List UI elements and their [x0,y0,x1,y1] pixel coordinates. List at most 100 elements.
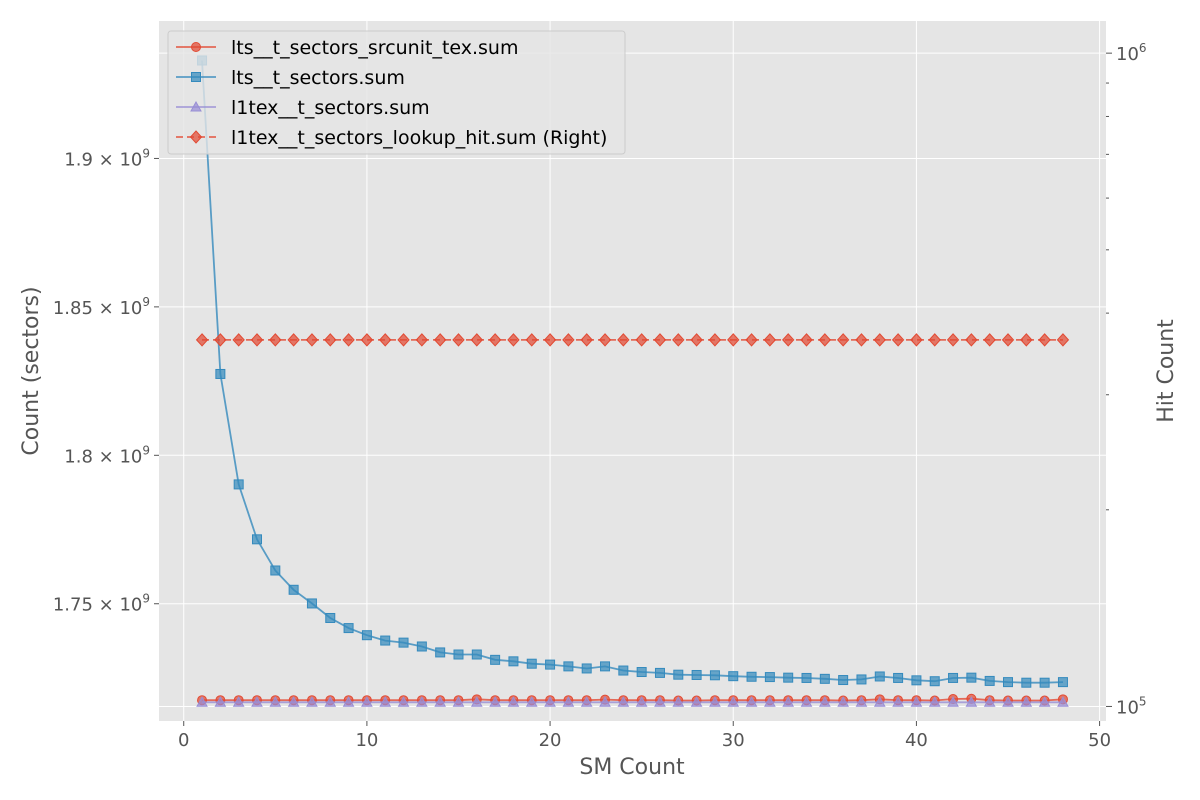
data-point [1021,677,1032,688]
data-point [562,696,575,707]
data-point [653,333,667,347]
data-point [983,696,996,707]
data-point [507,333,520,347]
data-point [416,641,427,652]
data-point [911,675,922,686]
data-point [654,667,665,678]
data-point [269,696,282,707]
data-point [580,696,593,707]
x-tick-label: 50 [1088,730,1111,751]
data-point [782,696,795,707]
data-point [801,672,812,683]
y-tick-label: 1.8 × 109 [64,443,150,467]
data-point [636,667,647,678]
data-point [1057,677,1068,688]
legend-item: l1tex__t_sectors.sum [176,97,430,119]
series-triangle [196,696,1069,707]
data-point [195,333,209,347]
y-tick-label: 1.85 × 109 [53,295,150,319]
data-point [1020,333,1033,347]
data-point [342,696,355,707]
data-point [856,674,867,685]
x-tick-label: 10 [355,730,378,751]
data-point [526,658,537,669]
x-tick-label: 30 [722,730,745,751]
data-point [690,333,703,347]
data-point [490,654,501,665]
data-point [690,696,703,707]
data-point [928,333,941,347]
data-point [306,598,317,609]
y-tick-label-base: 1.85 × 10 [53,298,143,319]
data-point [397,696,410,707]
data-point [233,479,244,490]
data-point [305,333,319,347]
legend: lts__t_sectors_srcunit_tex.sum lts__t_sec… [167,30,626,155]
y-tick-label-base: 1.9 × 10 [64,149,142,170]
data-point [984,675,995,686]
legend-label: lts__t_sectors_srcunit_tex.sum [231,37,519,59]
x-axis-label: SM Count [579,755,685,780]
data-point [580,333,593,347]
y-axis-right: 105 106 [1106,41,1147,718]
data-point [416,696,428,707]
data-point [691,669,702,680]
data-point [618,665,629,676]
legend-label: l1tex__t_sectors.sum [231,97,430,119]
y-tick-label-exponent: 9 [142,295,150,309]
data-point [507,696,520,707]
legend-item: lts__t_sectors.sum [176,67,405,89]
legend-label: lts__t_sectors.sum [231,67,405,89]
data-point [489,696,501,707]
legend-label: l1tex__t_sectors_lookup_hit.sum (Right) [231,127,607,149]
data-point [782,333,795,347]
y-right-tick-label: 105 [1116,694,1147,718]
data-point [306,696,318,707]
data-point [965,333,978,347]
data-point [617,333,630,347]
data-point [617,696,630,707]
data-point [891,333,905,347]
data-point [1038,333,1051,347]
data-point [232,333,245,347]
y-right-tick-label-base: 10 [1116,44,1139,65]
data-point [1003,677,1014,688]
data-point [1056,333,1070,347]
y-right-tick-label: 106 [1116,41,1147,65]
data-point [232,696,245,707]
data-point [525,333,538,347]
data-point [287,333,300,347]
legend-item: lts__t_sectors_srcunit_tex.sum [176,37,519,59]
data-point [379,696,392,707]
data-point [1038,696,1051,707]
legend-marker [189,130,203,144]
data-point [434,696,447,707]
data-point [470,333,483,347]
data-point [1002,696,1014,707]
data-point [398,637,409,648]
data-point [819,673,830,684]
x-axis: 0 10 20 30 40 50 [178,721,1111,751]
data-point [435,647,446,658]
y-tick-label-exponent: 9 [142,146,150,160]
data-point [525,696,538,707]
data-point [544,696,556,707]
data-point [599,696,611,707]
y-tick-label-exponent: 9 [142,443,150,457]
data-point [433,333,447,347]
y-right-tick-label-exponent: 6 [1139,41,1147,55]
data-point [873,333,886,347]
data-point [947,696,959,707]
data-point [543,333,557,347]
y-tick-label: 1.75 × 109 [53,592,150,616]
data-point [324,696,337,707]
data-point [545,659,556,670]
x-tick-label: 0 [178,730,189,751]
data-point [470,696,483,707]
data-point [728,671,739,682]
data-point [800,696,813,707]
data-point [965,696,978,707]
data-point [508,656,519,667]
